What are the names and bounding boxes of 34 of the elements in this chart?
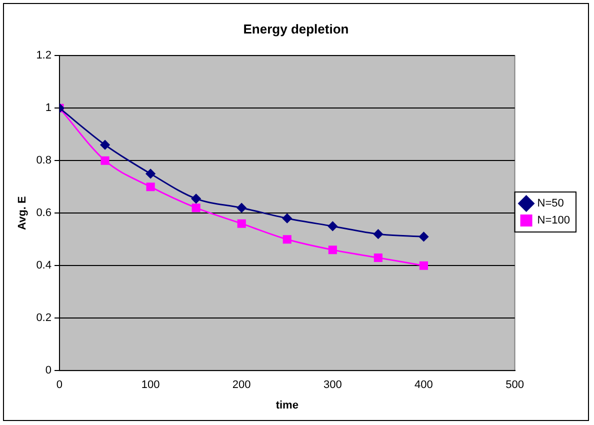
point bbox=[282, 235, 292, 244]
y-tick-label: 1.2 bbox=[36, 50, 52, 62]
x-tick-label: 400 bbox=[414, 379, 433, 392]
point bbox=[328, 246, 337, 254]
point bbox=[100, 140, 110, 150]
point bbox=[100, 156, 110, 165]
y-tick-label: 0.2 bbox=[36, 312, 52, 324]
x-tick-label: 500 bbox=[506, 379, 524, 392]
y-tick-label: 0.6 bbox=[36, 207, 52, 220]
y-axis-title: Avg. E bbox=[16, 196, 29, 230]
y-tick-label: 0.8 bbox=[36, 154, 52, 167]
point bbox=[373, 229, 383, 239]
x-tick-label: 0 bbox=[56, 379, 63, 392]
point bbox=[328, 221, 338, 231]
y-tick-label: 0 bbox=[45, 364, 52, 377]
x-axis-title: time bbox=[276, 399, 298, 412]
legend-label: N=100 bbox=[537, 214, 570, 227]
point bbox=[282, 214, 292, 224]
x-tick-label: 300 bbox=[323, 379, 342, 392]
chart-title: Energy depletion bbox=[243, 21, 349, 36]
legend-label: N=50 bbox=[537, 198, 564, 210]
point bbox=[192, 204, 200, 212]
point bbox=[191, 194, 201, 204]
point bbox=[419, 261, 428, 270]
point bbox=[146, 168, 156, 178]
y-tick-label: 0.4 bbox=[36, 260, 52, 272]
y-tick-label: 1 bbox=[45, 102, 52, 114]
point bbox=[236, 203, 246, 213]
point bbox=[237, 219, 246, 228]
x-tick-label: 100 bbox=[141, 379, 160, 392]
point bbox=[146, 182, 155, 192]
point bbox=[374, 253, 382, 262]
x-tick-label: 200 bbox=[232, 379, 251, 392]
point bbox=[418, 232, 428, 242]
